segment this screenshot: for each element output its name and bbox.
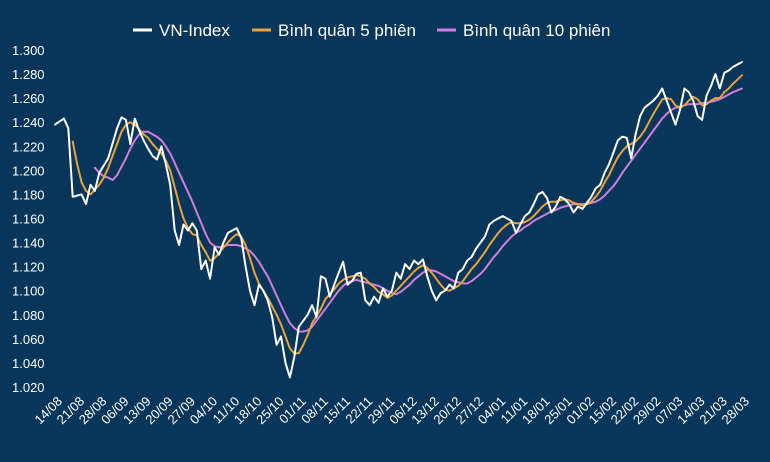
- y-tick-label: 1.100: [12, 284, 45, 299]
- y-tick-label: 1.060: [12, 332, 45, 347]
- legend-item-ma10: Bình quân 10 phiên: [437, 21, 610, 40]
- y-tick-label: 1.080: [12, 308, 45, 323]
- series-layer: [54, 61, 743, 379]
- y-tick-label: 1.280: [12, 67, 45, 82]
- legend-label-vn-index: VN-Index: [159, 21, 230, 40]
- series-line-vn-index: [54, 61, 743, 379]
- legend-label-ma10: Bình quân 10 phiên: [463, 21, 610, 40]
- series-line-binh-quan-5-phien: [71, 74, 743, 355]
- y-tick-label: 1.180: [12, 187, 45, 202]
- y-tick-label: 1.200: [12, 163, 45, 178]
- y-tick-label: 1.040: [12, 356, 45, 371]
- y-tick-label: 1.300: [12, 43, 45, 58]
- y-tick-label: 1.120: [12, 260, 45, 275]
- series-line-binh-quan-10-phien: [93, 87, 743, 333]
- legend: VN-Index Bình quân 5 phiên Bình quân 10 …: [133, 21, 610, 40]
- y-tick-label: 1.220: [12, 139, 45, 154]
- y-tick-label: 1.140: [12, 236, 45, 251]
- legend-label-ma5: Bình quân 5 phiên: [278, 21, 416, 40]
- y-tick-label: 1.020: [12, 380, 45, 395]
- y-tick-label: 1.240: [12, 115, 45, 130]
- y-axis: 1.300 1.280 1.260 1.240 1.220 1.200 1.180 1.160…: [12, 43, 45, 395]
- legend-item-vn-index: VN-Index: [133, 21, 230, 40]
- y-tick-label: 1.260: [12, 91, 45, 106]
- legend-item-ma5: Bình quân 5 phiên: [252, 21, 416, 40]
- y-tick-label: 1.160: [12, 212, 45, 227]
